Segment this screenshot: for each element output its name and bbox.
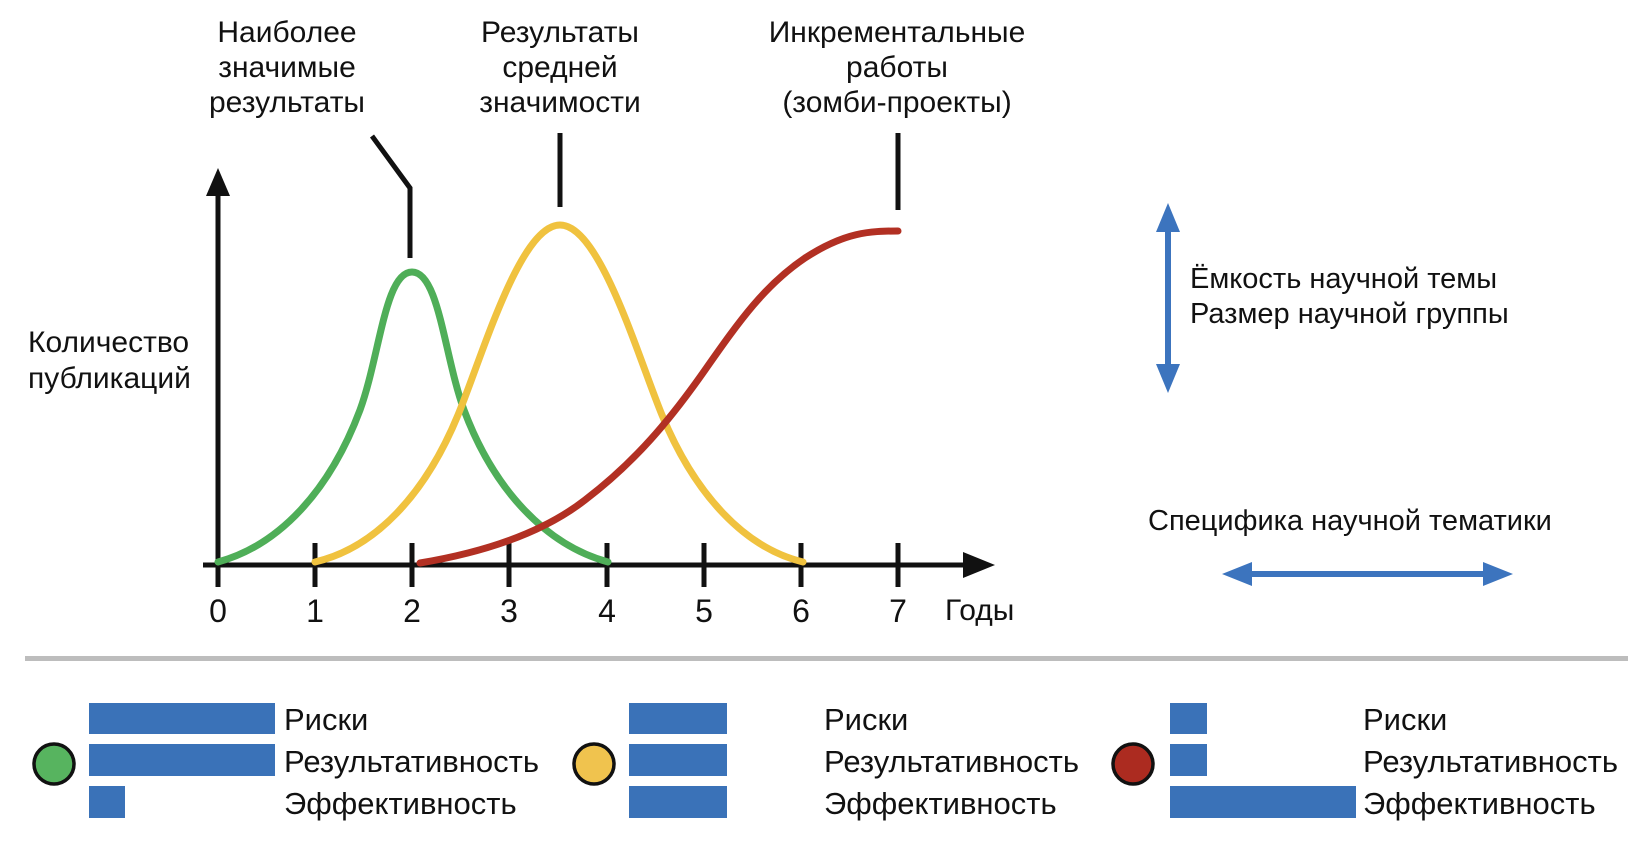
legend-bar-productivity xyxy=(629,744,727,776)
legend-circle-green xyxy=(32,742,76,786)
specificity-label: Специфика научной тематики xyxy=(1148,505,1552,537)
label-line: Наиболее xyxy=(217,16,356,49)
legend-label-efficiency: Эффективность xyxy=(284,786,517,821)
legend-bar-efficiency xyxy=(629,786,727,818)
capacity-arrow-down-head xyxy=(1156,364,1180,393)
capacity-label: Ёмкость научной темы Размер научной груп… xyxy=(1190,263,1509,330)
capacity-label-line: Размер научной группы xyxy=(1190,298,1509,330)
legend-group-most-significant: Риски Результативность Эффективность xyxy=(32,702,539,821)
label-line: (зомби-проекты) xyxy=(782,86,1011,119)
label-line: результаты xyxy=(209,86,365,119)
capacity-label-line: Ёмкость научной темы xyxy=(1190,263,1497,295)
legend-label-productivity: Результативность xyxy=(1363,744,1618,779)
legend-bar-risks xyxy=(1170,703,1207,734)
legend-circle-yellow xyxy=(572,742,616,786)
legend-bar-productivity xyxy=(1170,744,1207,776)
label-medium-significance-results: Результаты средней значимости xyxy=(479,16,641,119)
legend-bar-efficiency xyxy=(1170,786,1356,818)
legend-bar-productivity xyxy=(89,744,275,776)
x-tick-label: 6 xyxy=(792,593,810,629)
legend-label-efficiency: Эффективность xyxy=(1363,786,1596,821)
label-line: средней xyxy=(502,51,617,84)
capacity-arrow xyxy=(1156,203,1180,393)
legend-circle-red xyxy=(1111,742,1155,786)
specificity-arrow xyxy=(1222,562,1513,586)
legend-label-risks: Риски xyxy=(1363,702,1447,737)
legend-label-productivity: Результативность xyxy=(284,744,539,779)
y-axis-arrowhead xyxy=(206,168,230,196)
x-axis xyxy=(203,552,995,578)
x-tick-label: 1 xyxy=(306,593,324,629)
x-tick-label: 2 xyxy=(403,593,421,629)
legend-label-efficiency: Эффективность xyxy=(824,786,1057,821)
x-tick-label: 4 xyxy=(598,593,616,629)
legend-label-productivity: Результативность xyxy=(824,744,1079,779)
label-line: работы xyxy=(846,51,948,84)
curve-medium-significance xyxy=(311,221,807,566)
label-line: Результаты xyxy=(481,16,639,49)
legend-label-risks: Риски xyxy=(284,702,368,737)
callout-line-most-significant xyxy=(369,134,413,258)
x-tick-label: 3 xyxy=(500,593,518,629)
specificity-arrow-left-head xyxy=(1222,562,1252,586)
legend-bar-efficiency xyxy=(89,786,125,818)
y-axis xyxy=(206,168,230,572)
specificity-arrow-right-head xyxy=(1483,562,1513,586)
legend-bar-risks xyxy=(89,703,275,734)
y-axis-title-line: Количество xyxy=(28,326,189,359)
label-most-significant-results: Наиболее значимые результаты xyxy=(209,16,365,119)
x-axis-title: Годы xyxy=(945,594,1014,627)
x-tick-label: 0 xyxy=(209,593,227,629)
label-line: значимости xyxy=(479,86,641,119)
legend-group-incremental: Риски Результативность Эффективность xyxy=(1111,702,1618,821)
legend-bar-risks xyxy=(629,703,727,734)
label-line: значимые xyxy=(218,51,356,84)
x-tick-label: 7 xyxy=(889,593,907,629)
y-axis-title: Количество публикаций xyxy=(28,326,191,395)
legend-group-medium-significance: Риски Результативность Эффективность xyxy=(572,702,1079,821)
y-axis-title-line: публикаций xyxy=(28,362,191,395)
capacity-arrow-up-head xyxy=(1156,203,1180,232)
label-line: Инкрементальные xyxy=(769,16,1026,49)
label-incremental-works: Инкрементальные работы (зомби-проекты) xyxy=(769,16,1026,119)
curve-most-significant xyxy=(214,268,612,566)
legend-label-risks: Риски xyxy=(824,702,908,737)
curve-incremental xyxy=(416,227,902,567)
divider xyxy=(25,656,1628,661)
x-axis-tick-labels: 0 1 2 3 4 5 6 7 xyxy=(209,593,907,629)
x-axis-arrowhead xyxy=(963,552,995,578)
x-tick-label: 5 xyxy=(695,593,713,629)
